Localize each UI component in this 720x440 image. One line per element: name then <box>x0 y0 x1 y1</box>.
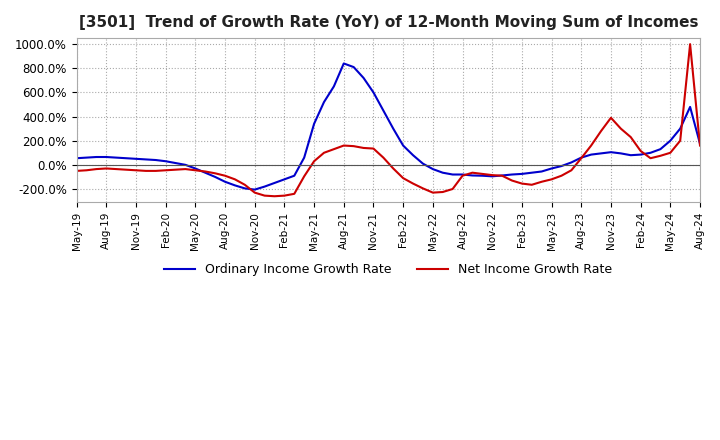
Legend: Ordinary Income Growth Rate, Net Income Growth Rate: Ordinary Income Growth Rate, Net Income … <box>159 258 617 282</box>
Line: Ordinary Income Growth Rate: Ordinary Income Growth Rate <box>76 63 700 190</box>
Ordinary Income Growth Rate <box>696 141 704 147</box>
Net Income Growth Rate <box>151 168 160 173</box>
Ordinary Income Growth Rate <box>251 187 259 192</box>
Ordinary Income Growth Rate <box>488 174 497 179</box>
Title: [3501]  Trend of Growth Rate (YoY) of 12-Month Moving Sum of Incomes: [3501] Trend of Growth Rate (YoY) of 12-… <box>78 15 698 30</box>
Net Income Growth Rate <box>696 143 704 148</box>
Ordinary Income Growth Rate <box>72 156 81 161</box>
Ordinary Income Growth Rate <box>339 61 348 66</box>
Net Income Growth Rate <box>72 168 81 173</box>
Ordinary Income Growth Rate <box>399 143 408 148</box>
Ordinary Income Growth Rate <box>151 158 160 163</box>
Ordinary Income Growth Rate <box>498 173 506 178</box>
Net Income Growth Rate <box>389 166 397 171</box>
Ordinary Income Growth Rate <box>438 170 447 176</box>
Net Income Growth Rate <box>270 194 279 199</box>
Ordinary Income Growth Rate <box>349 64 358 70</box>
Net Income Growth Rate <box>339 143 348 148</box>
Net Income Growth Rate <box>685 41 694 47</box>
Net Income Growth Rate <box>478 171 487 176</box>
Net Income Growth Rate <box>428 190 437 195</box>
Net Income Growth Rate <box>488 172 497 178</box>
Line: Net Income Growth Rate: Net Income Growth Rate <box>76 44 700 196</box>
